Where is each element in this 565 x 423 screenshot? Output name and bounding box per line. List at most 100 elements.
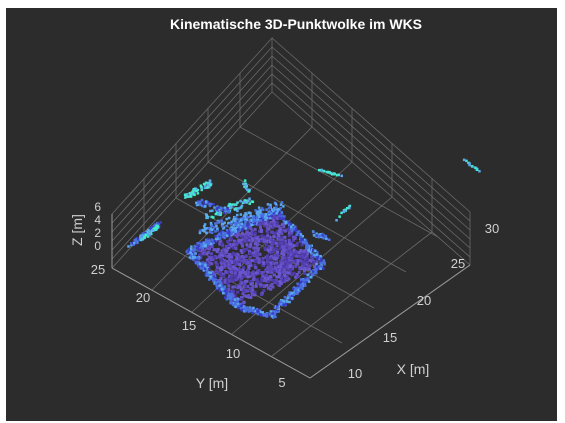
cloud-point — [200, 188, 203, 192]
z-tick-label: 2 — [94, 226, 101, 240]
cloud-point — [208, 203, 211, 206]
cloud-point — [212, 275, 215, 278]
cloud-point — [237, 218, 240, 221]
cloud-point — [219, 265, 223, 269]
cloud-point — [244, 201, 247, 204]
cloud-point — [224, 249, 227, 252]
cloud-point — [154, 227, 158, 230]
cloud-point — [209, 271, 213, 275]
x-tick-label: 15 — [383, 330, 397, 345]
cloud-point — [279, 271, 283, 275]
cloud-point — [304, 277, 307, 280]
cloud-point — [296, 292, 299, 295]
cloud-point — [227, 234, 230, 237]
cloud-point — [348, 204, 352, 208]
cloud-point — [243, 280, 247, 284]
cloud-point — [251, 311, 254, 315]
cloud-point — [291, 223, 295, 227]
cloud-point — [191, 251, 194, 254]
cloud-point — [230, 225, 233, 229]
cloud-point — [217, 232, 221, 236]
cloud-point — [201, 204, 204, 208]
cloud-point — [202, 200, 206, 204]
cloud-point — [254, 309, 258, 313]
cloud-point — [228, 202, 231, 206]
cloud-point — [261, 220, 265, 224]
cloud-point — [246, 216, 249, 219]
cloud-point — [228, 291, 232, 295]
cloud-point — [196, 261, 199, 264]
cloud-point — [254, 271, 258, 275]
cloud-point — [262, 235, 266, 239]
cloud-point — [195, 262, 198, 265]
cloud-point — [232, 303, 235, 307]
cloud-point — [208, 278, 211, 281]
cloud-point — [300, 253, 304, 257]
cloud-point — [269, 240, 272, 244]
cloud-point — [144, 233, 147, 237]
cloud-point — [303, 259, 307, 263]
cloud-point — [302, 265, 306, 269]
cloud-point — [254, 237, 257, 240]
cloud-point — [340, 174, 343, 178]
cloud-point — [305, 263, 309, 267]
cloud-point — [235, 203, 238, 206]
cloud-point — [204, 201, 208, 205]
cloud-point — [246, 261, 250, 265]
cloud-point — [282, 247, 286, 251]
cloud-point — [203, 248, 207, 252]
cloud-point — [239, 271, 242, 274]
cloud-point — [222, 247, 225, 250]
cloud-point — [214, 230, 217, 233]
cloud-point — [280, 245, 284, 249]
cloud-point — [194, 258, 198, 262]
cloud-point — [199, 265, 203, 268]
cloud-point — [310, 270, 313, 273]
cloud-point — [279, 212, 282, 216]
cloud-point — [272, 214, 276, 218]
cloud-point — [185, 193, 189, 196]
cloud-point — [302, 279, 305, 282]
cloud-point — [266, 234, 270, 238]
cloud-point — [193, 247, 196, 250]
cloud-point — [205, 274, 208, 277]
cloud-point — [272, 218, 276, 222]
cloud-point — [256, 272, 260, 275]
cloud-point — [236, 290, 240, 294]
cloud-point — [283, 295, 287, 299]
cloud-point — [289, 263, 293, 266]
cloud-point — [273, 248, 277, 252]
cloud-point — [253, 222, 257, 225]
y-axis-label: Y [m] — [196, 375, 228, 391]
cloud-point — [226, 295, 230, 299]
cloud-point — [287, 234, 291, 238]
cloud-point — [335, 219, 338, 222]
cloud-point — [277, 271, 281, 275]
cloud-point — [235, 258, 239, 262]
cloud-point — [299, 288, 302, 291]
z-tick-label: 0 — [94, 239, 101, 253]
cloud-point — [300, 256, 304, 260]
cloud-point — [231, 268, 234, 271]
cloud-point — [292, 293, 296, 297]
cloud-point — [285, 256, 289, 260]
cloud-point — [253, 242, 257, 246]
cloud-point — [280, 259, 284, 263]
cloud-point — [230, 302, 233, 305]
cloud-point — [235, 261, 239, 265]
cloud-point — [264, 215, 267, 218]
cloud-point — [223, 296, 227, 299]
cloud-point — [212, 216, 215, 219]
cloud-point — [248, 249, 251, 253]
cloud-point — [337, 173, 340, 177]
cloud-point — [230, 244, 233, 248]
cloud-point — [187, 248, 190, 251]
cloud-point — [134, 240, 137, 244]
cloud-point — [223, 278, 227, 282]
cloud-point — [276, 254, 280, 258]
cloud-point — [232, 243, 235, 246]
cloud-point — [256, 248, 260, 252]
cloud-point — [199, 184, 203, 187]
cloud-point — [261, 264, 265, 267]
cloud-point — [233, 271, 237, 275]
